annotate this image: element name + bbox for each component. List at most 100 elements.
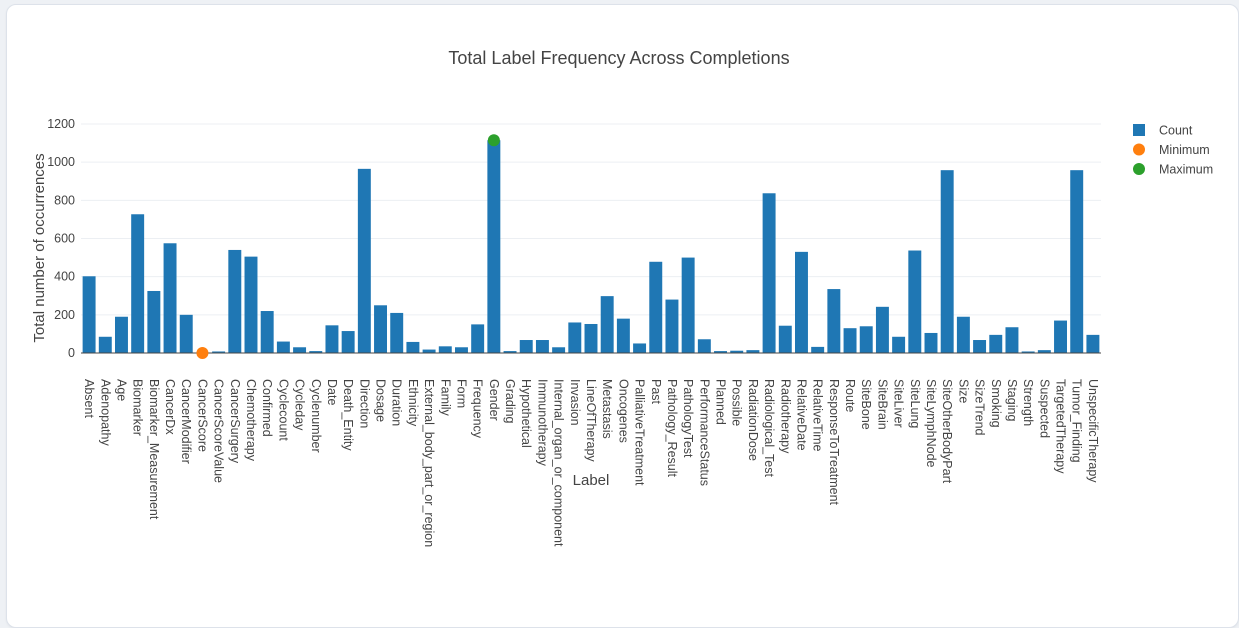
bar <box>940 170 954 353</box>
y-tick-label: 0 <box>68 346 75 360</box>
x-tick-label: SiteBrain <box>875 379 889 430</box>
legend-swatch-minimum <box>1133 143 1145 156</box>
x-tick-label: CancerSurgery <box>228 379 242 464</box>
bar <box>908 250 922 353</box>
x-tick-label: Biomarker_Measurement <box>147 379 161 520</box>
bar <box>1037 350 1051 353</box>
x-tick-label: Size <box>956 379 970 403</box>
bar <box>357 168 371 353</box>
x-tick-label: Duration <box>390 379 404 426</box>
x-tick-label: SiteOtherBodyPart <box>940 379 954 484</box>
x-tick-label: Frequency <box>471 379 485 439</box>
x-tick-label: Invasion <box>568 379 582 426</box>
x-tick-label: SiteLiver <box>892 379 906 428</box>
bar <box>244 256 258 353</box>
x-tick-label: Age <box>114 379 128 401</box>
x-tick-label: SizeTrend <box>973 379 987 436</box>
x-tick-label: RadiationDose <box>746 379 760 461</box>
chart-card: Total Label Frequency Across Completions… <box>6 4 1239 628</box>
bar <box>811 346 825 353</box>
x-tick-label: Strength <box>1021 379 1035 426</box>
bar <box>730 350 744 353</box>
bar <box>438 346 452 353</box>
bar <box>600 296 614 353</box>
x-tick-label: LineOfTherapy <box>584 379 598 462</box>
bar <box>503 351 517 353</box>
bars <box>82 140 1100 354</box>
bar <box>746 350 760 353</box>
x-tick-label: CancerModifier <box>179 379 193 464</box>
x-tick-label: Chemotherapy <box>244 379 258 462</box>
x-tick-label: Form <box>454 379 468 408</box>
x-tick-label: Suspected <box>1037 379 1051 438</box>
bar <box>115 316 128 353</box>
bar <box>341 331 355 353</box>
bar-chart: Total Label Frequency Across Completions… <box>31 48 1213 547</box>
bar <box>795 251 808 353</box>
x-tick-label: SiteLymphNode <box>924 379 938 468</box>
y-tick-label: 600 <box>54 232 75 246</box>
x-tick-label: Grading <box>503 379 517 424</box>
x-tick-label: Planned <box>714 379 728 425</box>
bar <box>1086 334 1100 353</box>
bar <box>212 351 226 353</box>
x-tick-label: Direction <box>357 379 371 428</box>
y-tick-label: 800 <box>54 193 75 207</box>
bar <box>924 332 938 353</box>
x-tick-label: Internal_organ_or_component <box>552 379 566 547</box>
bar <box>762 193 776 353</box>
x-tick-label: Tumor_Finding <box>1070 379 1084 463</box>
y-tick-label: 400 <box>54 270 75 284</box>
x-tick-label: ResponseToTreatment <box>827 379 841 506</box>
bar <box>1021 351 1035 353</box>
bar <box>714 351 727 353</box>
x-tick-label: Past <box>649 379 663 405</box>
bar <box>875 306 889 353</box>
bar <box>1054 320 1067 353</box>
x-tick-label: CancerDx <box>163 379 177 435</box>
x-tick-label: Staging <box>1005 379 1019 421</box>
bar <box>147 290 161 353</box>
x-tick-label: Gender <box>487 379 501 421</box>
x-tick-label: Absent <box>82 379 96 418</box>
x-tick-label: Oncogenes <box>616 379 630 443</box>
bar <box>179 314 193 353</box>
bar <box>163 243 177 353</box>
bar <box>487 140 501 353</box>
bar <box>260 311 274 353</box>
x-tick-label: Radiological_Test <box>762 379 776 478</box>
x-tick-label: Confirmed <box>260 379 274 437</box>
bar <box>697 339 711 353</box>
x-tick-label: Smoking <box>989 379 1003 428</box>
x-tick-label: Ethnicity <box>406 379 420 427</box>
bar <box>859 326 873 353</box>
legend-label: Minimum <box>1159 143 1210 157</box>
x-tick-label: Date <box>325 379 339 405</box>
x-tick-label: Cycleday <box>293 379 307 431</box>
x-tick-label: Pathology_Result <box>665 379 679 478</box>
x-tick-label: RelativeTime <box>811 379 825 452</box>
bar <box>778 325 792 353</box>
bar <box>568 322 582 353</box>
bar <box>956 316 970 353</box>
bar <box>82 276 96 353</box>
x-tick-label: Metastasis <box>600 379 614 439</box>
x-tick-label: TargetedTherapy <box>1054 379 1068 474</box>
bar <box>519 340 533 353</box>
x-tick-label: Death_Entity <box>341 379 355 451</box>
bar <box>892 336 906 353</box>
bar <box>422 349 436 353</box>
bar <box>665 299 679 353</box>
x-tick-label: CancerScoreValue <box>212 379 226 483</box>
bar <box>471 324 485 354</box>
x-tick-label: Radiotherapy <box>778 379 792 454</box>
bar <box>406 341 420 353</box>
x-tick-label: Dosage <box>374 379 388 422</box>
bar <box>616 318 630 353</box>
x-tick-label: Hypothetical <box>519 379 533 448</box>
x-tick-label: RelativeDate <box>794 379 808 451</box>
legend-label: Count <box>1159 124 1193 138</box>
bar <box>276 341 290 353</box>
x-tick-label: PalliativeTreatment <box>633 379 647 486</box>
y-tick-label: 200 <box>54 308 75 322</box>
